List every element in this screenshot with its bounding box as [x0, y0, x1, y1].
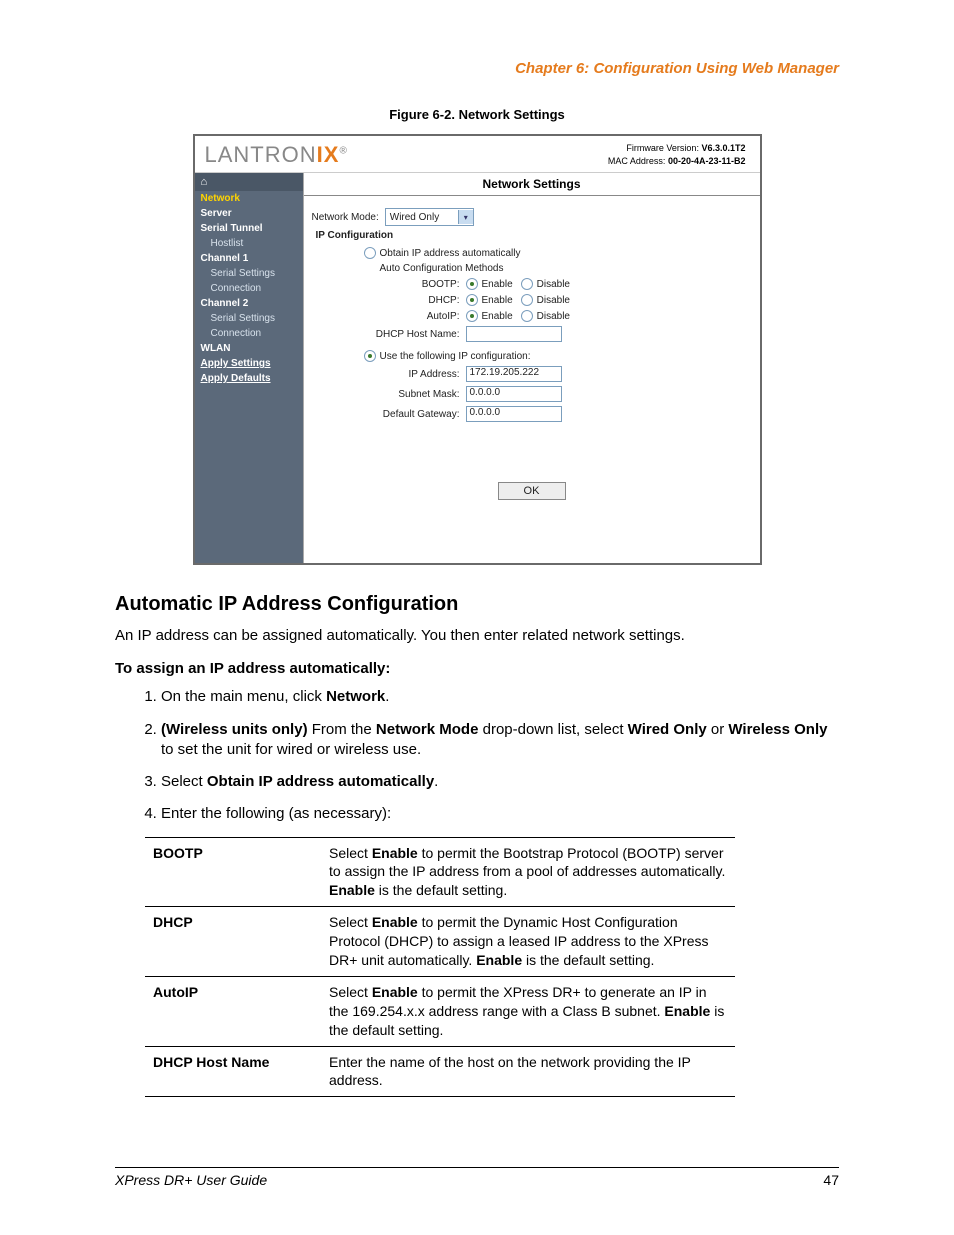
auto-methods-label: Auto Configuration Methods	[380, 263, 504, 274]
bootp-enable-radio[interactable]	[466, 278, 478, 290]
gateway-label: Default Gateway:	[312, 409, 466, 420]
nav-serial-settings-1[interactable]: Serial Settings	[195, 266, 303, 281]
settings-table: BOOTP Select Enable to permit the Bootst…	[145, 837, 735, 1098]
cell-bootp-desc: Select Enable to permit the Bootstrap Pr…	[321, 837, 735, 907]
gateway-input[interactable]: 0.0.0.0	[466, 406, 562, 422]
step-3: Select Obtain IP address automatically.	[161, 772, 839, 792]
step-2: (Wireless units only) From the Network M…	[161, 720, 839, 761]
table-row: DHCP Host Name Enter the name of the hos…	[145, 1046, 735, 1097]
cell-autoip-desc: Select Enable to permit the XPress DR+ t…	[321, 976, 735, 1046]
bootp-label: BOOTP:	[312, 279, 466, 290]
figure-caption: Figure 6-2. Network Settings	[115, 107, 839, 122]
cell-autoip-label: AutoIP	[145, 976, 321, 1046]
intro-paragraph: An IP address can be assigned automatica…	[115, 626, 839, 646]
autoip-enable-radio[interactable]	[466, 310, 478, 322]
dhcp-label: DHCP:	[312, 295, 466, 306]
panel-title: Network Settings	[304, 173, 760, 196]
ip-address-label: IP Address:	[312, 369, 466, 380]
nav-apply-defaults[interactable]: Apply Defaults	[195, 371, 303, 386]
dhcp-enable-radio[interactable]	[466, 294, 478, 306]
nav-network[interactable]: Network	[195, 191, 303, 206]
dhcp-disable-radio[interactable]	[521, 294, 533, 306]
subnet-input[interactable]: 0.0.0.0	[466, 386, 562, 402]
ok-button[interactable]: OK	[498, 482, 566, 500]
page-number: 47	[823, 1172, 839, 1188]
firmware-meta: Firmware Version: V6.3.0.1T2 MAC Address…	[608, 142, 746, 167]
static-ip-radio-label: Use the following IP configuration:	[380, 351, 531, 362]
network-settings-screenshot: LANTRONIX® Firmware Version: V6.3.0.1T2 …	[193, 134, 762, 565]
nav-hostlist[interactable]: Hostlist	[195, 236, 303, 251]
lantronix-logo: LANTRONIX®	[205, 142, 348, 168]
page-footer: XPress DR+ User Guide 47	[115, 1167, 839, 1188]
nav-serial-settings-2[interactable]: Serial Settings	[195, 311, 303, 326]
step-1: On the main menu, click Network.	[161, 687, 839, 707]
footer-title: XPress DR+ User Guide	[115, 1172, 267, 1188]
nav-connection-2[interactable]: Connection	[195, 326, 303, 341]
step-4: Enter the following (as necessary):	[161, 804, 839, 824]
section-heading: Automatic IP Address Configuration	[115, 593, 839, 616]
cell-dhcphost-desc: Enter the name of the host on the networ…	[321, 1046, 735, 1097]
nav-connection-1[interactable]: Connection	[195, 281, 303, 296]
network-mode-label: Network Mode:	[312, 212, 385, 223]
cell-dhcphost-label: DHCP Host Name	[145, 1046, 321, 1097]
nav-channel2[interactable]: Channel 2	[195, 296, 303, 311]
subnet-label: Subnet Mask:	[312, 389, 466, 400]
nav-server[interactable]: Server	[195, 206, 303, 221]
table-row: AutoIP Select Enable to permit the XPres…	[145, 976, 735, 1046]
autoip-label: AutoIP:	[312, 311, 466, 322]
network-mode-select[interactable]: Wired Only ▾	[385, 208, 474, 226]
sidebar-nav: ⌂ Network Server Serial Tunnel Hostlist …	[195, 173, 303, 563]
static-ip-radio[interactable]	[364, 350, 376, 362]
nav-wlan[interactable]: WLAN	[195, 341, 303, 356]
cell-bootp-label: BOOTP	[145, 837, 321, 907]
bootp-disable-radio[interactable]	[521, 278, 533, 290]
ip-config-heading: IP Configuration	[312, 230, 752, 241]
chapter-header: Chapter 6: Configuration Using Web Manag…	[115, 60, 839, 77]
table-row: BOOTP Select Enable to permit the Bootst…	[145, 837, 735, 907]
table-row: DHCP Select Enable to permit the Dynamic…	[145, 907, 735, 977]
procedure-steps: On the main menu, click Network. (Wirele…	[115, 687, 839, 824]
nav-serial-tunnel[interactable]: Serial Tunnel	[195, 221, 303, 236]
chevron-down-icon: ▾	[458, 210, 473, 224]
ip-address-input[interactable]: 172.19.205.222	[466, 366, 562, 382]
home-icon[interactable]: ⌂	[195, 173, 303, 191]
procedure-lead: To assign an IP address automatically:	[115, 660, 839, 677]
cell-dhcp-label: DHCP	[145, 907, 321, 977]
auto-ip-radio-label: Obtain IP address automatically	[380, 248, 521, 259]
dhcp-hostname-input[interactable]	[466, 326, 562, 342]
nav-channel1[interactable]: Channel 1	[195, 251, 303, 266]
nav-apply-settings[interactable]: Apply Settings	[195, 356, 303, 371]
dhcp-hostname-label: DHCP Host Name:	[312, 329, 466, 340]
cell-dhcp-desc: Select Enable to permit the Dynamic Host…	[321, 907, 735, 977]
autoip-disable-radio[interactable]	[521, 310, 533, 322]
auto-ip-radio[interactable]	[364, 247, 376, 259]
